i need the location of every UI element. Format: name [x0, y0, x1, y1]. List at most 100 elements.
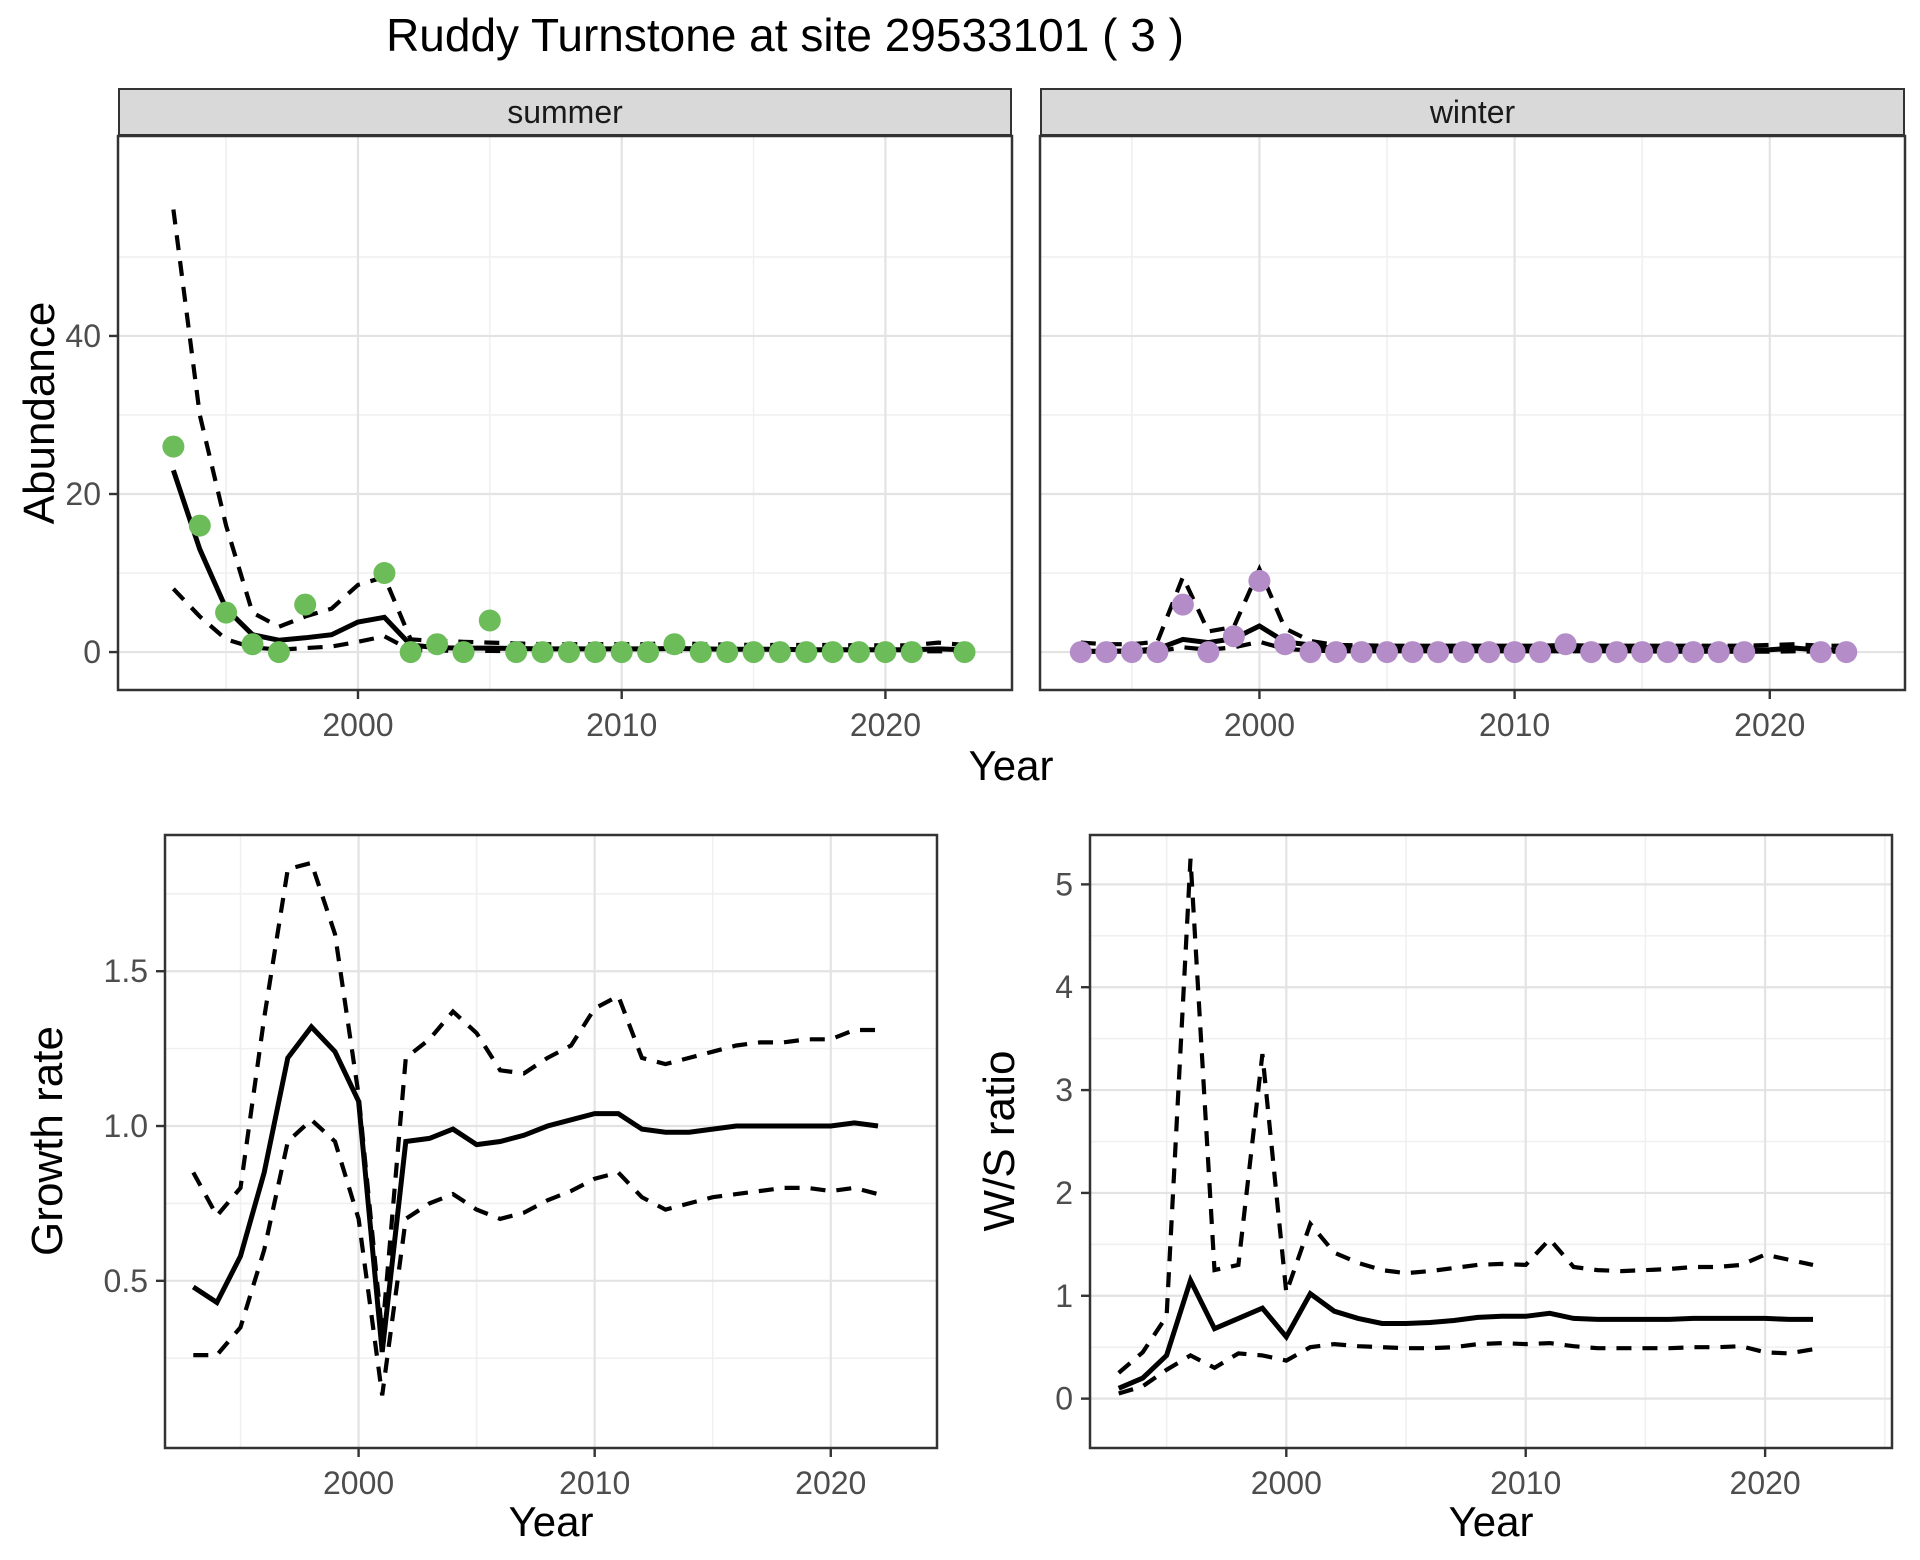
data-point: [1171, 593, 1194, 616]
y-tick-label: 3: [1055, 1072, 1073, 1108]
abundance-winter-panel: 2000 2010 2020: [1038, 134, 1907, 743]
x-tick-label: 2020: [795, 1465, 866, 1501]
data-point: [1835, 641, 1858, 664]
data-point: [900, 641, 923, 664]
y-tick-label: 0: [1055, 1381, 1073, 1417]
data-point: [1401, 641, 1424, 664]
data-point: [1554, 633, 1577, 656]
data-point: [1733, 641, 1756, 664]
data-point: [742, 641, 765, 664]
data-point: [953, 641, 976, 664]
facet-strip-summer: summer: [118, 88, 1012, 136]
data-point: [1809, 641, 1832, 664]
data-point: [663, 633, 686, 656]
x-tick-label: 2010: [586, 707, 657, 743]
data-point: [1656, 641, 1679, 664]
data-point: [1580, 641, 1603, 664]
data-point: [1452, 641, 1475, 664]
facet-strip-summer-label: summer: [507, 93, 623, 130]
data-point: [1350, 641, 1373, 664]
abundance-winter-axis-ticks: 2000 2010 2020: [1224, 690, 1805, 743]
data-point: [215, 601, 238, 624]
data-point: [1069, 641, 1092, 664]
abundance-summer-axis-ticks: 2000 2010 2020 0 20 40: [65, 318, 921, 743]
data-point: [267, 641, 290, 664]
data-point: [452, 641, 475, 664]
data-point: [1095, 641, 1118, 664]
growth-rate-upper-ci-line: [191, 860, 878, 1334]
x-tick-label: 2020: [850, 707, 921, 743]
data-point: [689, 641, 712, 664]
data-point: [1222, 625, 1245, 648]
abundance-summer-observed-points: [162, 435, 976, 664]
growth-rate-lower-ci-line: [193, 1116, 879, 1396]
data-point: [1299, 641, 1322, 664]
x-tick-label: 2000: [322, 707, 393, 743]
data-point: [1427, 641, 1450, 664]
data-point: [1529, 641, 1552, 664]
data-point: [399, 641, 422, 664]
ws-ratio-mean-line: [1117, 1273, 1813, 1391]
x-tick-label: 2000: [1251, 1465, 1322, 1501]
data-point: [558, 641, 580, 664]
data-point: [426, 633, 449, 656]
x-axis-title-year-ws: Year: [1448, 1498, 1534, 1545]
x-tick-label: 2010: [559, 1465, 630, 1501]
y-axis-title-growth-rate: Growth rate: [23, 1026, 72, 1256]
data-point: [1120, 641, 1143, 664]
data-point: [1605, 641, 1628, 664]
data-point: [1376, 641, 1398, 664]
y-axis-title-ws-ratio: W/S ratio: [975, 1050, 1024, 1232]
x-tick-label: 2010: [1479, 707, 1550, 743]
growth-rate-mean-line: [191, 1023, 879, 1353]
y-tick-label: 1.0: [104, 1108, 148, 1144]
data-point: [1325, 641, 1347, 664]
data-point: [584, 641, 607, 664]
data-point: [478, 609, 501, 632]
y-tick-label: 20: [65, 476, 101, 512]
x-tick-label: 2020: [1734, 707, 1805, 743]
facet-strip-winter: winter: [1040, 88, 1905, 136]
x-axis-title-year-top: Year: [968, 742, 1054, 789]
data-point: [1682, 641, 1705, 664]
x-tick-label: 2020: [1730, 1465, 1801, 1501]
data-point: [1274, 633, 1296, 656]
ws-ratio-lower-ci-line: [1118, 1340, 1814, 1396]
data-point: [1631, 641, 1654, 664]
x-tick-label: 2000: [323, 1465, 394, 1501]
y-tick-label: 40: [65, 318, 101, 354]
abundance-winter-observed-points: [1069, 569, 1858, 664]
facet-strip-winter-label: winter: [1429, 93, 1516, 130]
data-point: [162, 435, 185, 458]
data-point: [637, 641, 660, 664]
x-axis-title-year-growth: Year: [508, 1498, 594, 1545]
data-point: [610, 641, 633, 664]
data-point: [874, 641, 897, 664]
y-tick-label: 4: [1055, 969, 1073, 1005]
ws-ratio-panel: 2000 2010 2020 0 1 2 3 4 5: [1055, 833, 1894, 1501]
data-point: [294, 593, 317, 616]
y-axis-title-abundance: Abundance: [15, 301, 64, 525]
y-tick-label: 2: [1055, 1175, 1073, 1211]
growth-rate-panel: 2000 2010 2020 0.5 1.0 1.5: [104, 833, 939, 1501]
data-point: [241, 633, 264, 656]
data-point: [1197, 641, 1220, 664]
y-tick-label: 1: [1055, 1278, 1073, 1314]
growth-rate-axis-ticks: 2000 2010 2020 0.5 1.0 1.5: [104, 953, 867, 1501]
data-point: [188, 514, 211, 537]
y-tick-label: 1.5: [104, 953, 148, 989]
data-point: [848, 641, 870, 664]
data-point: [768, 641, 791, 664]
chart-title: Ruddy Turnstone at site 29533101 ( 3 ): [386, 9, 1184, 61]
data-point: [531, 641, 554, 664]
y-tick-label: 0.5: [104, 1263, 148, 1299]
abundance-summer-panel: 2000 2010 2020 0 20 40: [65, 134, 1014, 743]
ws-ratio-axis-ticks: 2000 2010 2020 0 1 2 3 4 5: [1055, 866, 1801, 1501]
data-point: [505, 641, 528, 664]
data-point: [1478, 641, 1501, 664]
y-tick-label: 0: [83, 634, 101, 670]
data-point: [795, 641, 818, 664]
data-point: [1248, 569, 1271, 592]
data-point: [1707, 641, 1730, 664]
